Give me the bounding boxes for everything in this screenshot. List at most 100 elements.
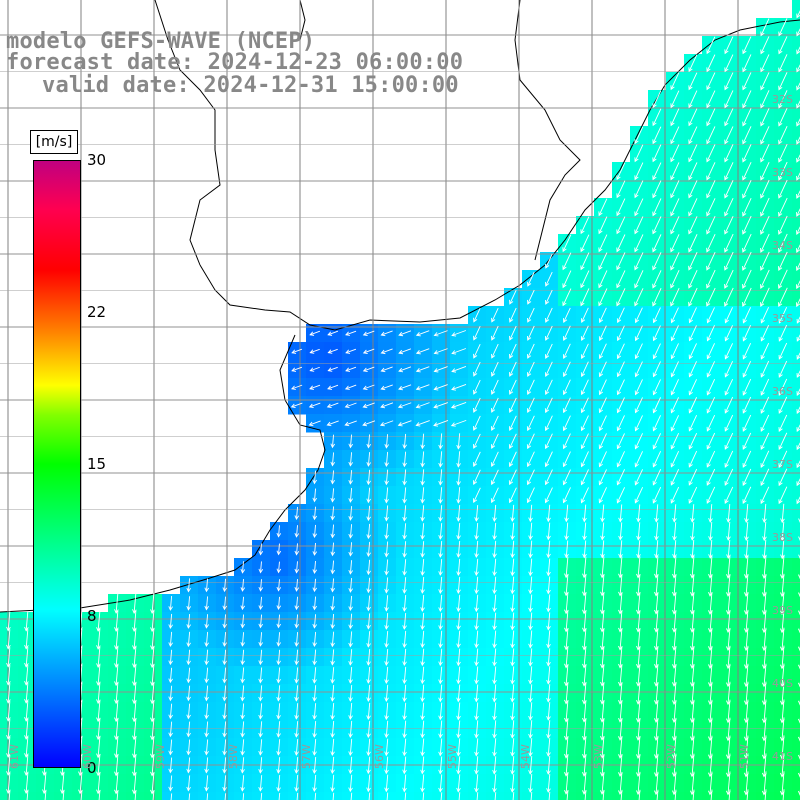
- wind-arrow-head: [760, 318, 765, 324]
- wind-arrow: [547, 558, 551, 576]
- wind-arrow-head: [438, 769, 443, 775]
- wind-arrow-head: [402, 715, 407, 721]
- wind-arrow-head: [526, 462, 532, 468]
- wind-arrow: [796, 208, 800, 217]
- wind-arrow: [619, 735, 623, 759]
- wind-arrow: [509, 307, 517, 323]
- wind-arrow-head: [742, 139, 747, 145]
- wind-arrow: [260, 579, 262, 591]
- wind-arrow-head: [420, 480, 425, 486]
- wind-arrow: [709, 539, 713, 559]
- wind-arrow-head: [6, 662, 11, 668]
- wind-arrow: [637, 504, 641, 522]
- wind-arrow-head: [312, 497, 318, 503]
- wind-arrow-head: [474, 553, 479, 559]
- wind-arrow: [616, 180, 626, 198]
- wind-arrow-head: [744, 554, 749, 560]
- wind-arrow: [416, 366, 430, 372]
- wind-arrow: [277, 614, 281, 628]
- wind-arrow: [583, 556, 587, 578]
- wind-arrow-head: [348, 606, 353, 612]
- wind-arrow-head: [348, 787, 353, 793]
- wind-cell: [792, 54, 800, 73]
- wind-arrow: [241, 721, 245, 737]
- wind-arrow: [545, 289, 553, 305]
- wind-arrow-head: [724, 193, 729, 199]
- wind-arrow-head: [312, 533, 318, 539]
- wind-arrow-head: [688, 283, 693, 289]
- wind-arrow: [491, 307, 499, 323]
- wind-arrow: [398, 366, 412, 372]
- wind-arrow: [724, 54, 734, 72]
- wind-arrow-head: [562, 390, 568, 396]
- wind-arrow: [403, 684, 407, 702]
- wind-arrow: [634, 144, 644, 162]
- wind-arrow-head: [528, 733, 533, 739]
- wind-arrow: [331, 667, 335, 683]
- wind-arrow-head: [492, 517, 497, 522]
- wind-arrow-head: [634, 157, 639, 163]
- wind-arrow: [706, 486, 716, 504]
- wind-arrow-head: [384, 751, 389, 757]
- wind-arrow-head: [384, 462, 389, 468]
- wind-arrow: [509, 379, 517, 395]
- wind-arrow: [760, 432, 770, 450]
- wind-arrow: [581, 379, 589, 395]
- wind-arrow-head: [742, 499, 747, 505]
- wind-arrow-head: [744, 536, 749, 542]
- wind-arrow-head: [415, 349, 421, 355]
- wind-arrow: [349, 613, 353, 629]
- wind-arrow-head: [312, 515, 318, 521]
- wind-arrow: [778, 126, 788, 144]
- wind-arrow-head: [616, 318, 622, 324]
- wind-arrow: [583, 772, 587, 794]
- wind-arrow: [416, 384, 430, 390]
- wind-arrow-head: [742, 175, 747, 181]
- wind-arrow: [619, 504, 623, 522]
- wind-arrow-head: [348, 624, 353, 630]
- wind-arrow: [151, 718, 155, 740]
- wind-arrow: [345, 402, 357, 408]
- wind-arrow: [742, 342, 752, 360]
- wind-arrow: [187, 703, 191, 719]
- wind-arrow: [313, 631, 317, 647]
- wind-arrow: [673, 574, 677, 596]
- wind-arrow-head: [491, 389, 496, 395]
- wind-arrow: [760, 287, 770, 307]
- wind-arrow-head: [778, 302, 783, 308]
- wind-arrow: [637, 556, 641, 578]
- wind-arrow: [545, 487, 553, 503]
- wind-cell: [792, 414, 800, 433]
- wind-arrow-head: [760, 266, 765, 271]
- wind-arrow: [709, 556, 713, 578]
- wind-arrow-head: [312, 751, 317, 756]
- wind-arrow-head: [688, 372, 693, 378]
- wind-arrow: [421, 648, 425, 666]
- wind-arrow: [724, 396, 734, 414]
- wind-arrow-head: [598, 444, 603, 450]
- wind-arrow: [637, 664, 641, 686]
- wind-arrow: [742, 54, 752, 72]
- wind-arrow-head: [204, 623, 209, 629]
- wind-arrow: [115, 628, 119, 650]
- wind-arrow-head: [510, 517, 515, 523]
- wind-arrow: [439, 702, 443, 720]
- border-line: [154, 0, 221, 266]
- wind-arrow: [313, 756, 317, 774]
- wind-arrow: [205, 649, 209, 665]
- wind-arrow: [313, 488, 317, 502]
- wind-arrow: [745, 717, 749, 741]
- wind-arrow-head: [330, 551, 336, 557]
- wind-arrow-head: [132, 609, 137, 614]
- wind-arrow: [385, 541, 389, 557]
- wind-arrow: [742, 233, 752, 253]
- wind-arrow-head: [580, 444, 586, 450]
- wind-arrow-head: [490, 426, 496, 431]
- wind-arrow: [763, 503, 767, 523]
- wind-arrow: [115, 718, 119, 740]
- wind-arrow: [673, 628, 677, 650]
- wind-arrow-head: [688, 85, 693, 91]
- wind-arrow: [385, 666, 389, 684]
- wind-arrow: [421, 774, 425, 792]
- wind-arrow: [473, 343, 481, 359]
